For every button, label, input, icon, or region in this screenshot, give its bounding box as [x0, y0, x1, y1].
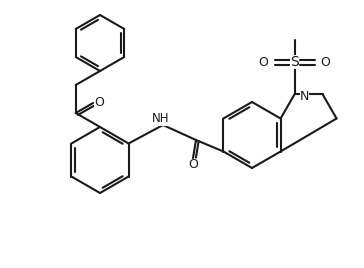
Text: NH: NH [152, 113, 170, 125]
Text: O: O [188, 158, 198, 172]
Text: S: S [290, 55, 299, 69]
Text: O: O [259, 56, 269, 69]
Text: N: N [300, 90, 309, 103]
Text: O: O [321, 56, 331, 69]
Text: O: O [94, 96, 104, 110]
